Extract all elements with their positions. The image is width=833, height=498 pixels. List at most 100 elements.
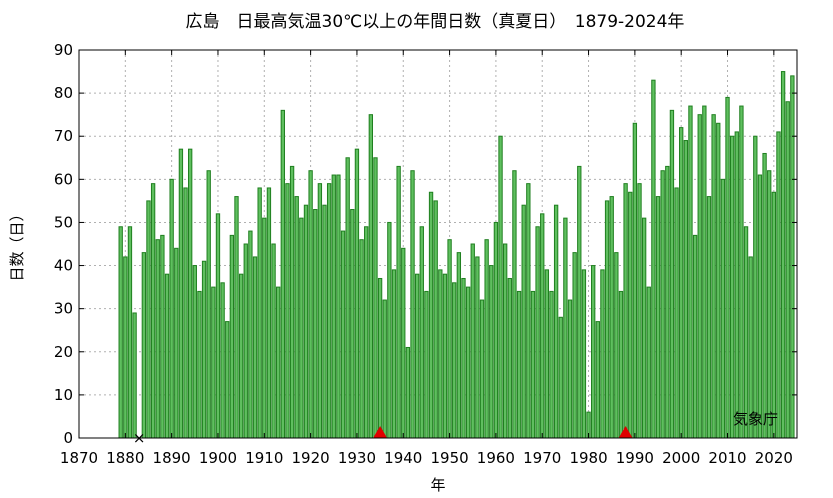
bar <box>220 282 225 439</box>
bar <box>475 256 480 439</box>
bar <box>771 191 777 439</box>
bar <box>174 247 179 439</box>
bar <box>702 105 707 439</box>
x-tick-label: 1970 <box>523 449 561 467</box>
bar <box>489 265 494 439</box>
bar <box>234 196 239 439</box>
bar <box>697 114 702 439</box>
bar <box>623 183 628 439</box>
y-axis-label: 日数（日） <box>8 206 26 281</box>
x-tick-label: 1910 <box>245 449 283 467</box>
bar <box>706 196 712 439</box>
bar <box>201 260 207 439</box>
bar <box>734 131 739 439</box>
bar <box>308 170 313 439</box>
bar <box>271 243 276 439</box>
bar <box>262 217 267 439</box>
bar <box>516 290 522 439</box>
bar <box>479 299 485 439</box>
bar <box>725 96 730 439</box>
bar <box>674 187 679 439</box>
bar <box>780 71 786 439</box>
x-tick-label: 1930 <box>338 449 376 467</box>
bar <box>632 122 638 439</box>
bar <box>299 217 304 439</box>
bar <box>577 165 582 439</box>
bar <box>498 135 503 439</box>
x-axis-label: 年 <box>430 476 445 494</box>
bar <box>118 226 123 439</box>
bar <box>660 170 665 439</box>
bar <box>150 183 156 439</box>
bar <box>164 273 170 439</box>
bar <box>753 135 758 439</box>
bar <box>396 165 401 439</box>
bar <box>373 157 378 439</box>
bar <box>609 196 614 439</box>
bar <box>289 165 295 439</box>
y-tick-label: 60 <box>54 170 73 188</box>
bar <box>567 299 573 439</box>
bar <box>683 140 688 439</box>
y-tick-label: 70 <box>54 127 73 145</box>
bar <box>447 239 452 439</box>
bar <box>303 204 309 439</box>
bar <box>484 239 489 439</box>
bar <box>762 152 767 439</box>
bar <box>229 234 235 439</box>
bar <box>512 170 517 439</box>
bar <box>345 157 350 439</box>
bar <box>595 321 600 439</box>
x-tick-label: 1870 <box>60 449 98 467</box>
x-tick-label: 1950 <box>430 449 468 467</box>
bar <box>405 346 411 439</box>
bar <box>540 213 545 439</box>
bar <box>146 200 151 439</box>
y-tick-label: 80 <box>54 84 73 102</box>
bar <box>600 269 605 439</box>
bar <box>359 239 364 439</box>
x-tick-labels: 1870 1880 1890 1900 1910 1920 1930 1940 1950 1960… <box>60 449 793 467</box>
bar <box>507 277 512 439</box>
x-tick-label: 1890 <box>153 449 191 467</box>
bar <box>183 187 188 439</box>
bar <box>563 217 568 439</box>
bar <box>280 109 285 439</box>
y-tick-label: 30 <box>54 300 73 318</box>
y-tick-label: 40 <box>54 257 73 275</box>
bar <box>160 234 165 439</box>
bar <box>628 191 633 439</box>
y-tick-label: 0 <box>63 429 73 447</box>
x-tick-label: 1940 <box>384 449 422 467</box>
bar <box>322 204 327 439</box>
bar <box>767 170 772 439</box>
bar <box>238 273 244 439</box>
bar <box>776 131 781 439</box>
bar <box>646 286 651 439</box>
bar <box>785 101 790 439</box>
bar <box>438 269 443 439</box>
bar <box>313 209 318 439</box>
plot-frame <box>78 49 798 439</box>
bar <box>294 196 299 439</box>
x-tick-label: 1960 <box>477 449 515 467</box>
bar <box>248 230 253 439</box>
bar <box>419 226 424 439</box>
bar <box>141 252 147 439</box>
bar <box>739 105 744 439</box>
bar <box>401 247 406 439</box>
bar <box>387 221 392 439</box>
x-tick-label: 2010 <box>708 449 746 467</box>
bar <box>729 135 735 439</box>
bar <box>665 165 670 439</box>
bar <box>336 174 341 439</box>
bar <box>679 127 684 439</box>
x-tick-label: 1880 <box>106 449 144 467</box>
bar <box>169 178 174 439</box>
bar <box>123 256 128 439</box>
bar <box>493 221 499 439</box>
bar <box>197 290 202 439</box>
bar <box>452 282 457 439</box>
bar <box>743 226 749 439</box>
bar <box>132 312 137 439</box>
